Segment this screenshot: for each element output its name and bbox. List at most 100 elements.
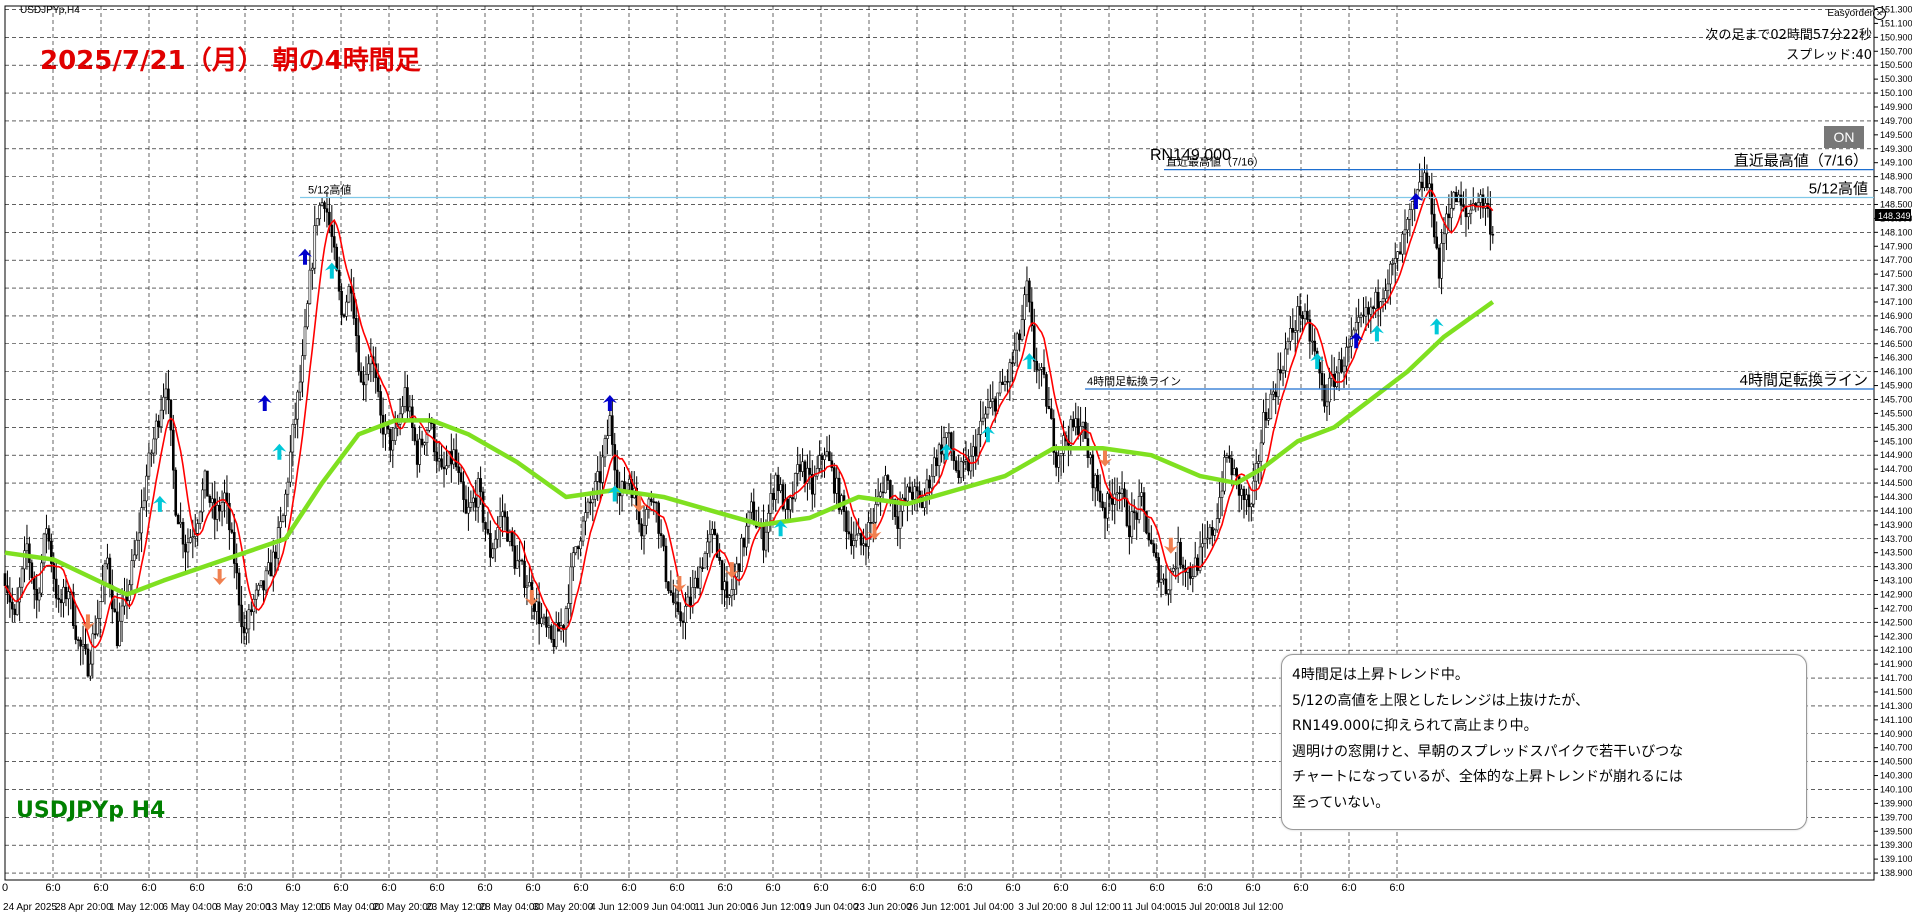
y-tick-label: 149.300 [1880,144,1912,154]
candle-body [154,420,158,440]
candle-body [689,596,692,606]
y-tick-label: 139.100 [1880,854,1912,864]
candle-body [313,225,317,269]
bar-countdown: 次の足まで02時間57分22秒 [1705,28,1872,43]
candle-body [181,521,185,545]
candle-body [1401,233,1404,255]
x-date-label: 13 May 12:00 [266,902,327,913]
candle-body [528,582,531,587]
close-icon[interactable]: ✕ [1873,7,1886,20]
candle-body [1040,367,1043,370]
candle-body [567,603,570,609]
candle-body [1442,233,1446,244]
candle-body [247,609,251,630]
candle-body [1123,488,1126,499]
candle-body [1020,319,1024,340]
candle-body [1223,457,1226,492]
y-tick-label: 150.300 [1880,74,1912,84]
candle-body [1247,494,1251,508]
candle-body [308,269,312,304]
level-label-left: 直近最高値（7/16） [1166,155,1264,169]
candle-body [28,543,31,564]
candle-body [947,432,951,434]
candle-body [469,502,473,508]
x-time-label: 6:0 [429,882,444,894]
candle-body [1328,377,1331,403]
candle-body [115,611,119,647]
candle-body [525,585,529,588]
candle-body [518,559,521,562]
candle-body [708,533,712,543]
candle-body [1489,208,1492,235]
candle-body [1171,568,1175,572]
candle-body [1264,412,1268,421]
candle-body [628,478,631,484]
candle-body [25,543,29,552]
y-tick-label: 150.900 [1880,32,1912,42]
note-line: 至っていない。 [1292,794,1390,811]
candle-body [391,440,395,451]
signal-arrow-icon [773,520,788,537]
candle-body [403,387,407,407]
candle-body [847,531,851,535]
x-time-label: 6:0 [813,882,828,894]
candle-body [808,467,812,475]
candle-body [532,603,536,612]
candle-body [1359,314,1363,318]
x-time-label: 6:0 [1245,882,1260,894]
candle-body [413,427,417,442]
candle-body [71,591,75,626]
candle-body [981,417,985,422]
y-tick-label: 150.700 [1880,46,1912,56]
candle-body [857,533,860,536]
y-tick-label: 143.700 [1880,534,1912,544]
candle-body [964,459,968,462]
current-price-label: 148.349 [1878,211,1911,221]
candle-body [274,551,278,559]
candle-body [418,438,421,465]
candle-body [874,504,878,523]
candle-body [925,479,929,497]
y-tick-label: 142.300 [1880,631,1912,641]
x-date-label: 3 Jul 20:00 [1018,902,1067,913]
candle-body [235,563,239,574]
candle-body [998,381,1002,394]
candle-body [93,633,97,636]
x-time-label: 6:0 [285,882,300,894]
candle-body [1274,391,1278,398]
candle-body [152,438,156,454]
current-price-tag [1875,208,1911,221]
candle-body [1120,488,1124,494]
candle-body [579,540,582,550]
candle-body [340,290,343,316]
candle-body [1296,306,1299,331]
candle-body [47,528,51,542]
candle-body [1411,201,1414,210]
candle-body [320,202,324,206]
candle-body [1118,492,1121,495]
y-tick-label: 142.900 [1880,589,1912,599]
candle-body [164,388,168,398]
candle-body [671,592,675,603]
candle-body [1230,458,1234,476]
candle-body [135,539,139,556]
x-time-label: 6:0 [861,882,876,894]
candle-body [420,438,424,446]
on-button[interactable]: ON [1824,126,1864,148]
candle-body [803,461,807,484]
candle-body [1452,192,1456,209]
candle-body [764,531,768,551]
candle-body [1437,247,1441,279]
y-tick-label: 147.100 [1880,297,1912,307]
y-tick-label: 146.900 [1880,311,1912,321]
candle-body [706,541,709,554]
candle-body [745,525,748,548]
x-time-label: 6:0 [1101,882,1116,894]
candle-body [1471,203,1475,211]
x-time-label: 6:0 [765,882,780,894]
y-tick-label: 139.900 [1880,798,1912,808]
candle-body [818,455,821,469]
candle-body [481,491,485,523]
candle-body [657,502,660,534]
